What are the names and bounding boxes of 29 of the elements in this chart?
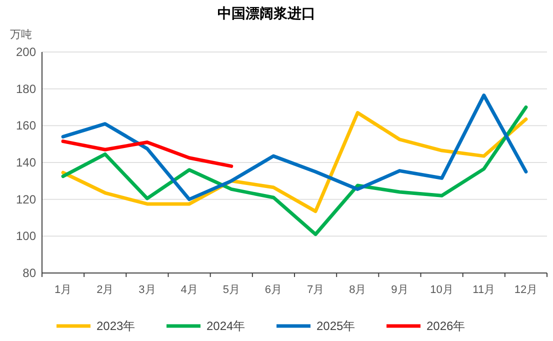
x-tick-label: 5月 <box>222 284 240 296</box>
x-tick-label: 1月 <box>54 284 72 296</box>
x-tick-label: 8月 <box>349 284 366 296</box>
chart-title: 中国漂阔浆进口 <box>218 6 316 22</box>
x-tick-label: 3月 <box>138 284 156 296</box>
x-tick-label: 9月 <box>391 284 408 296</box>
line-series <box>61 140 234 168</box>
x-tick-label: 6月 <box>264 284 282 296</box>
y-tick-label: 200 <box>16 45 36 59</box>
y-tick-label: 140 <box>16 156 36 170</box>
x-tick-label: 10月 <box>430 284 454 296</box>
y-tick-label: 180 <box>16 82 36 96</box>
x-tick-label: 4月 <box>180 284 198 296</box>
legend-label: 2023年 <box>96 319 136 333</box>
x-tick-label: 11月 <box>472 284 496 296</box>
line-series <box>61 111 528 214</box>
y-tick-label: 120 <box>16 192 36 206</box>
line-series <box>61 94 528 202</box>
legend-label: 2026年 <box>426 319 466 333</box>
y-axis-title: 万吨 <box>10 28 32 41</box>
legend-label: 2025年 <box>316 319 356 333</box>
y-tick-label: 160 <box>16 118 36 133</box>
legend-label: 2024年 <box>206 319 246 333</box>
line-series <box>61 106 528 236</box>
x-tick-label: 12月 <box>514 284 538 296</box>
x-tick-label: 7月 <box>306 284 324 296</box>
y-tick-label: 80 <box>22 266 36 280</box>
y-tick-label: 100 <box>16 229 36 244</box>
x-tick-label: 2月 <box>96 284 114 296</box>
